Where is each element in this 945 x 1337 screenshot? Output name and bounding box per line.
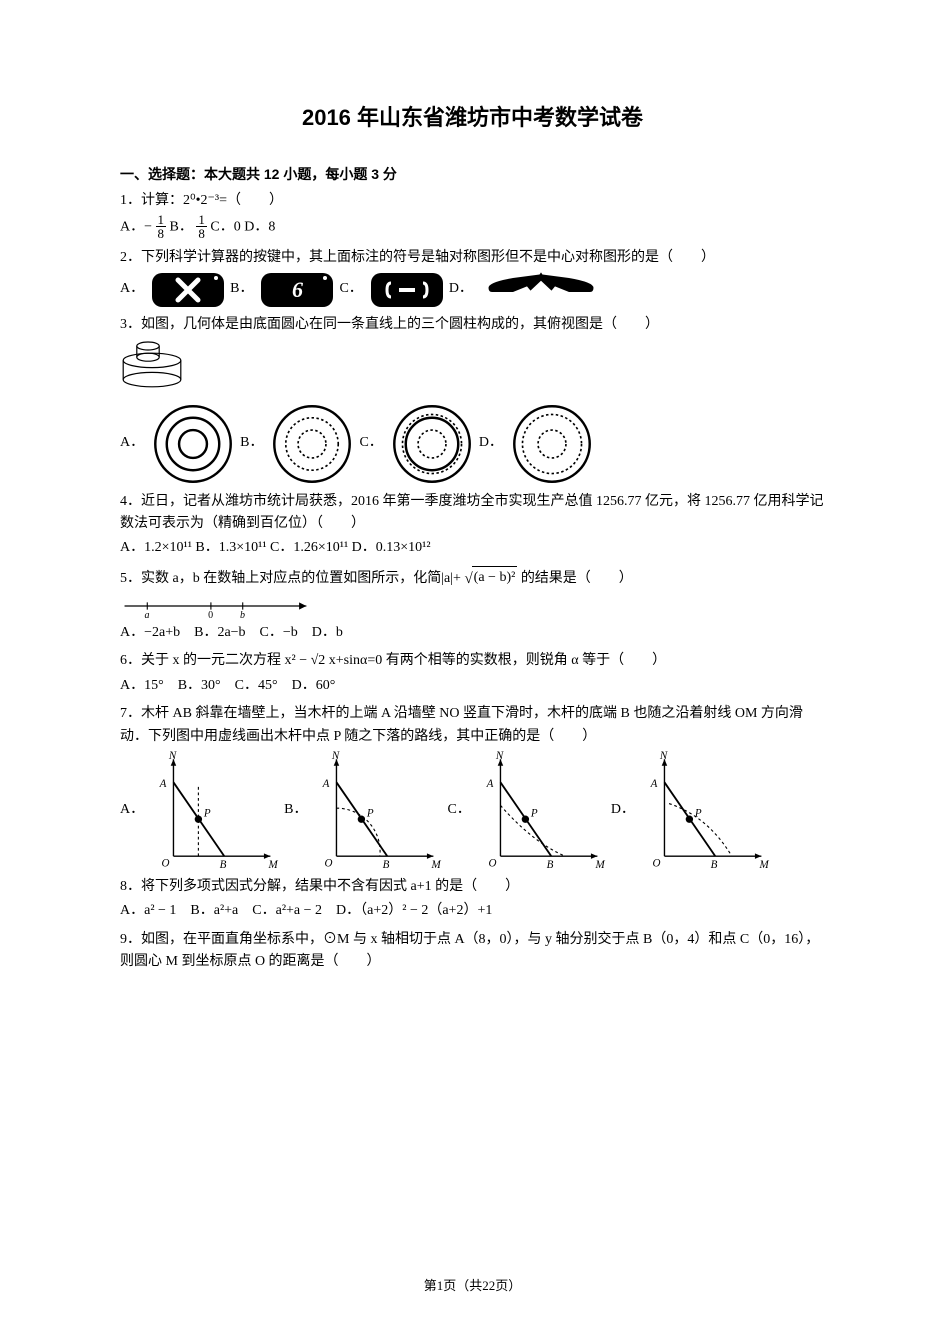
frac-den: 8 bbox=[156, 227, 167, 240]
q2-labelB: B． bbox=[230, 278, 253, 300]
svg-text:A: A bbox=[159, 778, 167, 790]
svg-text:B: B bbox=[383, 859, 390, 870]
frac-den: 8 bbox=[196, 227, 207, 240]
svg-text:P: P bbox=[366, 808, 374, 820]
q7-labelC: C． bbox=[447, 799, 470, 821]
svg-text:M: M bbox=[431, 859, 442, 870]
svg-text:N: N bbox=[659, 750, 668, 762]
svg-text:A: A bbox=[650, 778, 658, 790]
q3-labelB: B． bbox=[240, 432, 263, 454]
q8-text: 8．将下列多项式因式分解，结果中不含有因式 a+1 的是（ ） bbox=[120, 876, 825, 898]
svg-text:P: P bbox=[530, 808, 538, 820]
q3-options: A． B． C． D． bbox=[120, 403, 825, 485]
page-title: 2016 年山东省潍坊市中考数学试卷 bbox=[120, 100, 825, 135]
q2-text: 2．下列科学计算器的按键中，其上面标注的符号是轴对称图形但不是中心对称图形的是（… bbox=[120, 247, 825, 269]
q7-optC-icon: N A O B M P bbox=[477, 750, 607, 870]
section-heading: 一、选择题：本大题共 12 小题，每小题 3 分 bbox=[120, 163, 825, 185]
sqrt-icon: √(a − b)² bbox=[464, 566, 517, 590]
question-3: 3．如图，几何体是由底面圆心在同一条直线上的三个圆柱构成的，其俯视图是（ ） A… bbox=[120, 314, 825, 485]
q4-text: 4．近日，记者从潍坊市统计局获悉，2016 年第一季度潍坊全市实现生产总值 12… bbox=[120, 491, 825, 536]
q7-options: A． N A O B M P B． N A O B M bbox=[120, 750, 825, 870]
q3-optB-icon bbox=[271, 403, 353, 485]
question-4: 4．近日，记者从潍坊市统计局获悉，2016 年第一季度潍坊全市实现生产总值 12… bbox=[120, 491, 825, 560]
svg-text:P: P bbox=[694, 808, 702, 820]
svg-text:O: O bbox=[162, 857, 170, 869]
q9-text: 9．如图，在平面直角坐标系中，⊙M 与 x 轴相切于点 A（8，0），与 y 轴… bbox=[120, 929, 825, 974]
svg-text:O: O bbox=[488, 857, 496, 869]
q7-labelA: A． bbox=[120, 799, 144, 821]
frac-num: 1 bbox=[196, 213, 207, 227]
svg-text:B: B bbox=[711, 859, 718, 870]
q3-optA-icon bbox=[152, 403, 234, 485]
q7-labelD: D． bbox=[611, 799, 635, 821]
q1-optC: C．0 bbox=[210, 220, 240, 235]
question-2: 2．下列科学计算器的按键中，其上面标注的符号是轴对称图形但不是中心对称图形的是（… bbox=[120, 247, 825, 308]
q3-solid-icon bbox=[120, 338, 825, 402]
svg-text:b: b bbox=[240, 610, 245, 620]
q1-options: A．− 1 8 B． 1 8 C．0 D．8 bbox=[120, 214, 825, 241]
calc-button-6-icon: 6 bbox=[261, 273, 333, 307]
svg-text:O: O bbox=[652, 857, 660, 869]
q6-text: 6．关于 x 的一元二次方程 x² − √2 x+sinα=0 有两个相等的实数… bbox=[120, 650, 825, 672]
svg-text:M: M bbox=[758, 859, 769, 870]
q5-lead: 5．实数 a，b 在数轴上对应点的位置如图所示，化简|a|+ bbox=[120, 571, 461, 586]
svg-text:N: N bbox=[331, 750, 340, 762]
q7-optA-icon: N A O B M P bbox=[150, 750, 280, 870]
q5-radicand: (a − b)² bbox=[472, 566, 518, 589]
calc-btn-6-text: 6 bbox=[292, 272, 303, 307]
question-1: 1．计算：2⁰•2⁻³=（ ） A．− 1 8 B． 1 8 C．0 D．8 bbox=[120, 190, 825, 241]
q4-options: A．1.2×10¹¹ B．1.3×10¹¹ C．1.26×10¹¹ D．0.13… bbox=[120, 537, 825, 559]
q2-labelA: A． bbox=[120, 278, 144, 300]
q2-labelC: C． bbox=[339, 278, 362, 300]
q1-optA-lead: A．− bbox=[120, 220, 152, 235]
q3-text: 3．如图，几何体是由底面圆心在同一条直线上的三个圆柱构成的，其俯视图是（ ） bbox=[120, 314, 825, 336]
q3-labelC: C． bbox=[359, 432, 382, 454]
svg-text:A: A bbox=[322, 778, 330, 790]
svg-text:N: N bbox=[168, 750, 177, 762]
q2-labelD: D． bbox=[449, 278, 473, 300]
question-5: 5．实数 a，b 在数轴上对应点的位置如图所示，化简|a|+ √(a − b)²… bbox=[120, 566, 825, 645]
number-line-icon: a 0 b bbox=[120, 592, 320, 620]
svg-text:M: M bbox=[268, 859, 279, 870]
q7-optD-icon: N A O B M P bbox=[641, 750, 771, 870]
q3-optD-icon bbox=[511, 403, 593, 485]
question-6: 6．关于 x 的一元二次方程 x² − √2 x+sinα=0 有两个相等的实数… bbox=[120, 650, 825, 697]
svg-text:M: M bbox=[594, 859, 605, 870]
svg-text:B: B bbox=[220, 859, 227, 870]
question-9: 9．如图，在平面直角坐标系中，⊙M 与 x 轴相切于点 A（8，0），与 y 轴… bbox=[120, 929, 825, 974]
q3-labelA: A． bbox=[120, 432, 144, 454]
q2-options: A． B． 6 C． D． bbox=[120, 271, 825, 307]
q8-options: A．a² − 1 B．a²+a C．a²+a − 2 D．（a+2）² − 2（… bbox=[120, 900, 825, 922]
q7-labelB: B． bbox=[284, 799, 307, 821]
question-7: 7．木杆 AB 斜靠在墙壁上，当木杆的上端 A 沿墙壁 NO 竖直下滑时，木杆的… bbox=[120, 703, 825, 870]
svg-text:O: O bbox=[325, 857, 333, 869]
svg-text:0: 0 bbox=[208, 610, 213, 620]
frac-num: 1 bbox=[156, 213, 167, 227]
q1-text: 1．计算：2⁰•2⁻³=（ ） bbox=[120, 190, 825, 212]
q3-labelD: D． bbox=[479, 432, 503, 454]
q3-optC-icon bbox=[391, 403, 473, 485]
calc-button-arrow-icon bbox=[481, 271, 601, 307]
q5-tail: 的结果是（ ） bbox=[521, 571, 633, 586]
q7-optB-icon: N A O B M P bbox=[313, 750, 443, 870]
q1-optA-frac: 1 8 bbox=[156, 213, 167, 240]
q1-optD: D．8 bbox=[244, 220, 275, 235]
question-8: 8．将下列多项式因式分解，结果中不含有因式 a+1 的是（ ） A．a² − 1… bbox=[120, 876, 825, 923]
svg-text:a: a bbox=[145, 610, 150, 620]
svg-text:B: B bbox=[546, 859, 553, 870]
page-footer: 第1页（共22页） bbox=[0, 1276, 945, 1297]
q5-options: A．−2a+b B．2a−b C．−b D．b bbox=[120, 622, 825, 644]
q6-options: A．15° B．30° C．45° D．60° bbox=[120, 675, 825, 697]
calc-button-neg-icon bbox=[371, 273, 443, 307]
calc-button-x-icon bbox=[152, 273, 224, 307]
svg-text:A: A bbox=[485, 778, 493, 790]
q7-text: 7．木杆 AB 斜靠在墙壁上，当木杆的上端 A 沿墙壁 NO 竖直下滑时，木杆的… bbox=[120, 703, 825, 748]
q1-optB-lead: B． bbox=[170, 220, 193, 235]
svg-text:P: P bbox=[203, 808, 211, 820]
svg-text:N: N bbox=[495, 750, 504, 762]
q5-line: 5．实数 a，b 在数轴上对应点的位置如图所示，化简|a|+ √(a − b)²… bbox=[120, 566, 825, 590]
q1-optB-frac: 1 8 bbox=[196, 213, 207, 240]
